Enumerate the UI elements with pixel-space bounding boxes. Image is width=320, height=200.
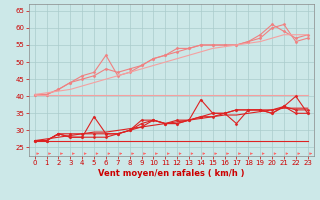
X-axis label: Vent moyen/en rafales ( km/h ): Vent moyen/en rafales ( km/h ) [98, 169, 244, 178]
